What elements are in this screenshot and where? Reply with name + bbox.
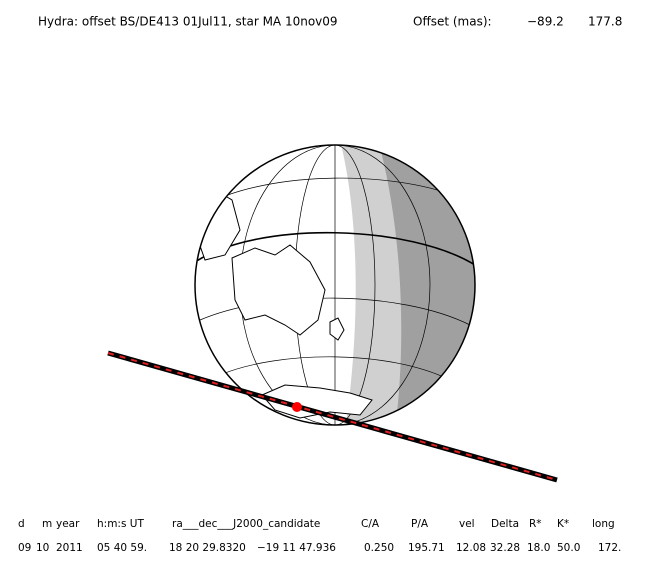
cell: 195.71 bbox=[408, 542, 445, 554]
globe bbox=[194, 144, 476, 426]
offset-ra: −89.2 bbox=[527, 15, 564, 29]
cell: 18 20 29.8320 bbox=[169, 542, 246, 554]
offset-dec: 177.8 bbox=[588, 15, 622, 29]
col-header: ra___dec___J2000_candidate bbox=[172, 518, 320, 530]
cell: −19 11 47.936 bbox=[257, 542, 336, 554]
offset-label: Offset (mas): bbox=[413, 15, 492, 29]
cell: 05 40 59. bbox=[97, 542, 147, 554]
cell: 18.0 bbox=[527, 542, 550, 554]
col-header: vel bbox=[459, 518, 475, 530]
col-header: d bbox=[18, 518, 25, 530]
col-header: Delta bbox=[491, 518, 519, 530]
closest-approach bbox=[292, 402, 302, 412]
cell: 10 bbox=[36, 542, 49, 554]
cell: 09 bbox=[18, 542, 31, 554]
cell: 2011 bbox=[56, 542, 83, 554]
cell: 32.28 bbox=[490, 542, 520, 554]
col-header: year bbox=[56, 518, 80, 530]
col-header: P/A bbox=[411, 518, 429, 530]
title: Hydra: offset BS/DE413 01Jul11, star MA … bbox=[38, 15, 338, 29]
cell: 50.0 bbox=[557, 542, 580, 554]
cell: 12.08 bbox=[456, 542, 486, 554]
col-header: C/A bbox=[361, 518, 380, 530]
col-header: long bbox=[592, 518, 615, 530]
cell: 172. bbox=[598, 542, 621, 554]
cell: 0.250 bbox=[364, 542, 394, 554]
col-header: m bbox=[42, 518, 52, 530]
col-header: h:m:s UT bbox=[97, 518, 144, 530]
table-row: 09 10 2011 05 40 59. 18 20 29.8320 −19 1… bbox=[18, 542, 621, 554]
shadow-track bbox=[107, 350, 558, 483]
col-header: K* bbox=[557, 518, 569, 530]
col-header: R* bbox=[529, 518, 542, 530]
table-header: d m year h:m:s UT ra___dec___J2000_candi… bbox=[18, 518, 615, 530]
